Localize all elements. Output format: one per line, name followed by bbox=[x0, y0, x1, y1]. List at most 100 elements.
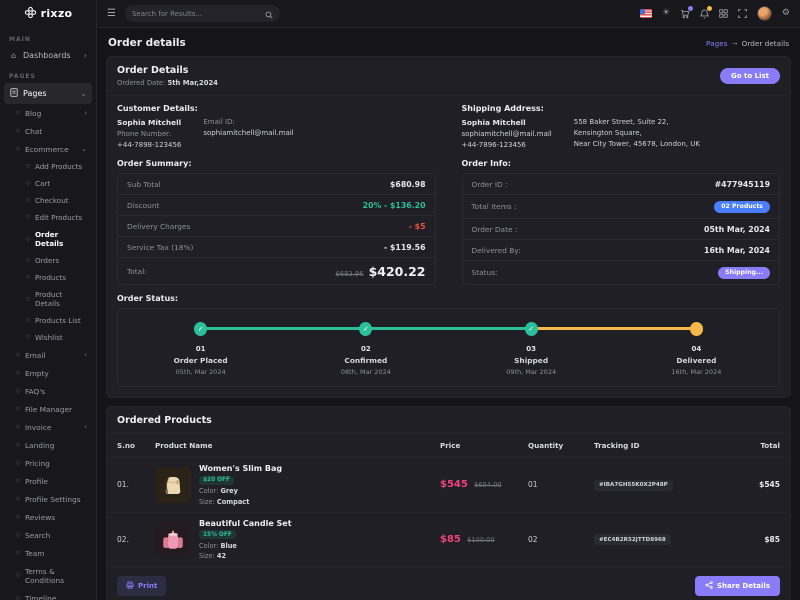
sidebar-item-empty[interactable]: ○ Empty bbox=[0, 364, 96, 382]
ordered-date-value: 5th Mar,2024 bbox=[167, 79, 218, 87]
sidebar-item-add-products[interactable]: ○ Add Products bbox=[0, 158, 96, 175]
bullet-icon: ○ bbox=[26, 198, 30, 203]
product-name[interactable]: Women's Slim Bag bbox=[199, 464, 283, 473]
sidebar-item-edit-products[interactable]: ○ Edit Products bbox=[0, 209, 96, 226]
sidebar-item-checkout[interactable]: ○ Checkout bbox=[0, 192, 96, 209]
search-icon[interactable] bbox=[265, 4, 273, 23]
share-details-button[interactable]: Share Details bbox=[695, 576, 780, 596]
sidebar-item-product-details[interactable]: ○ Product Details bbox=[0, 286, 96, 312]
order-summary: Order Summary: Sub Total $680.98 Discoun… bbox=[117, 159, 436, 285]
sidebar-item-products[interactable]: ○ Products bbox=[0, 269, 96, 286]
customer-email-label: Email ID: bbox=[203, 118, 235, 126]
pending-circle-icon bbox=[689, 322, 703, 336]
sidebar-item-profile-settings[interactable]: ○ Profile Settings bbox=[0, 490, 96, 508]
order-details-title: Order Details bbox=[117, 65, 189, 76]
sidebar-item-chat[interactable]: ○ Chat bbox=[0, 122, 96, 140]
sidebar-item-ecommerce[interactable]: ○ Ecommerce ⌄ bbox=[0, 140, 96, 158]
products-card-footer: Print Share Details bbox=[107, 567, 790, 600]
settings-gear-icon[interactable]: ⚙ bbox=[781, 8, 790, 18]
summary-total-value: $420.22 bbox=[368, 263, 426, 279]
shipping-address-line2: Kensington Square, bbox=[573, 129, 642, 137]
sidebar-item-timeline[interactable]: ○ Timeline bbox=[0, 589, 96, 600]
apps-grid-icon[interactable] bbox=[719, 9, 728, 18]
sidebar-item-label: Products bbox=[34, 273, 66, 282]
summary-label: Discount bbox=[127, 200, 160, 210]
fullscreen-icon[interactable] bbox=[738, 9, 747, 18]
sidebar-item-orders[interactable]: ○ Orders bbox=[0, 252, 96, 269]
product-name[interactable]: Beautiful Candle Set bbox=[199, 518, 292, 528]
notifications-bell-icon[interactable] bbox=[699, 5, 712, 19]
product-size: Size: 42 bbox=[199, 552, 227, 560]
timeline-connector bbox=[203, 327, 363, 330]
bullet-icon: ○ bbox=[26, 164, 30, 169]
sidebar-item-label: Profile bbox=[24, 476, 48, 486]
timeline-step-delivered: 04 Delivered 16th, Mar 2024 bbox=[614, 322, 779, 376]
language-flag-icon[interactable] bbox=[639, 9, 652, 18]
status-badge: Shipping... bbox=[718, 266, 770, 279]
sidebar-item-cart[interactable]: ○ Cart bbox=[0, 175, 96, 192]
table-row-product-1[interactable]: 01. Women's Slim bbox=[107, 458, 790, 513]
info-row-status: Status: Shipping... bbox=[463, 261, 780, 284]
sidebar-item-file-manager[interactable]: ○ File Manager bbox=[0, 400, 96, 418]
sidebar-item-dashboards[interactable]: ⌂ Dashboards › bbox=[0, 46, 96, 65]
sidebar-item-blog[interactable]: ○ Blog › bbox=[0, 104, 96, 122]
bullet-icon: ○ bbox=[16, 478, 20, 484]
info-row-total-items: Total Items : 02 Products bbox=[462, 195, 779, 219]
theme-toggle-sun-icon[interactable]: ☀ bbox=[661, 8, 670, 18]
delivered-by-value: 16th Mar, 2024 bbox=[704, 245, 770, 255]
sidebar-item-faqs[interactable]: ○ FAQ's bbox=[0, 382, 96, 400]
search-bar[interactable] bbox=[124, 4, 280, 23]
shipping-email: sophiamitchell@mail.mail bbox=[461, 130, 552, 138]
brand-logo[interactable]: rixzo bbox=[0, 0, 96, 28]
go-to-list-button[interactable]: Go to List bbox=[720, 68, 780, 84]
sidebar-item-label: Edit Products bbox=[34, 213, 83, 222]
discount-badge: $20 OFF bbox=[199, 475, 234, 485]
sidebar-item-label: FAQ's bbox=[24, 386, 46, 396]
summary-row-discount: Discount 20% - $136.20 bbox=[118, 195, 435, 216]
summary-row-delivery: Delivery Charges - $5 bbox=[118, 216, 435, 237]
price-old: $654.00 bbox=[474, 481, 502, 490]
ordered-products-header: Ordered Products bbox=[107, 407, 790, 433]
bullet-icon: ○ bbox=[16, 573, 20, 578]
timeline-step-order-placed: ✓ 01 Order Placed 05th, Mar 2024 bbox=[118, 322, 283, 376]
sidebar-item-label: Chat bbox=[24, 126, 43, 136]
order-details-card-header: Order Details Ordered Date: 5th Mar,2024… bbox=[107, 57, 790, 95]
row-sno: 02. bbox=[117, 534, 129, 544]
user-avatar[interactable] bbox=[756, 6, 772, 21]
search-input[interactable] bbox=[131, 9, 261, 18]
summary-row-tax: Service Tax (18%) - $119.56 bbox=[118, 237, 435, 258]
menu-icon[interactable]: ☰ bbox=[107, 8, 116, 19]
bullet-icon: ○ bbox=[16, 595, 20, 600]
step-label: Delivered bbox=[676, 356, 717, 365]
step-number: 02 bbox=[361, 345, 371, 353]
bullet-icon: ○ bbox=[26, 215, 30, 220]
sidebar-item-landing[interactable]: ○ Landing bbox=[0, 436, 96, 454]
check-circle-icon: ✓ bbox=[524, 322, 538, 336]
product-size: Size: Compact bbox=[199, 497, 250, 506]
sidebar-item-products-list[interactable]: ○ Products List bbox=[0, 312, 96, 329]
info-row-order-id: Order ID : #477945119 bbox=[462, 174, 779, 195]
summary-row-subtotal: Sub Total $680.98 bbox=[118, 174, 435, 195]
summary-value: $680.98 bbox=[389, 179, 426, 189]
sidebar-item-profile[interactable]: ○ Profile bbox=[0, 472, 96, 490]
cart-icon[interactable] bbox=[680, 5, 693, 19]
step-number: 03 bbox=[526, 345, 536, 353]
breadcrumb-parent[interactable]: Pages bbox=[706, 38, 728, 48]
sidebar-item-order-details[interactable]: ○ Order Details bbox=[0, 226, 96, 252]
sidebar-item-invoice[interactable]: ○ Invoice › bbox=[0, 418, 96, 436]
sidebar-item-wishlist[interactable]: ○ Wishlist bbox=[0, 329, 96, 346]
sidebar-item-team[interactable]: ○ Team bbox=[0, 544, 96, 562]
sidebar-item-email[interactable]: ○ Email › bbox=[0, 346, 96, 364]
notifications-badge bbox=[706, 5, 712, 11]
bullet-icon: ○ bbox=[16, 424, 20, 430]
shipping-name: Sophia Mitchell bbox=[461, 118, 526, 127]
sidebar-item-reviews[interactable]: ○ Reviews bbox=[0, 508, 96, 526]
summary-label: Sub Total bbox=[127, 179, 161, 189]
sidebar-item-search[interactable]: ○ Search bbox=[0, 526, 96, 544]
table-row-product-2[interactable]: 02. bbox=[107, 513, 790, 567]
col-sno: S.no bbox=[117, 441, 135, 450]
sidebar-item-pages[interactable]: Pages ⌄ bbox=[4, 83, 92, 104]
sidebar-item-terms-conditions[interactable]: ○ Terms & Conditions bbox=[0, 562, 96, 589]
print-button[interactable]: Print bbox=[117, 576, 167, 596]
sidebar-item-pricing[interactable]: ○ Pricing bbox=[0, 454, 96, 472]
